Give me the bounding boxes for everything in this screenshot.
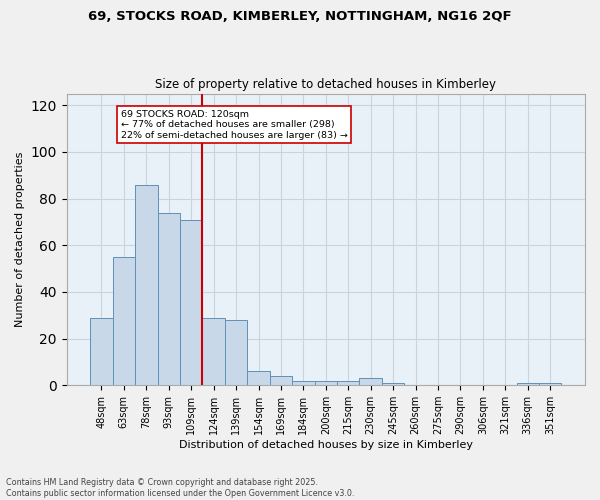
Title: Size of property relative to detached houses in Kimberley: Size of property relative to detached ho… (155, 78, 496, 91)
Bar (337, 380, 359, 385)
Bar (247, 371, 270, 385)
Bar (382, 383, 404, 385)
Bar (158, 212, 180, 385)
Text: 69 STOCKS ROAD: 120sqm
← 77% of detached houses are smaller (298)
22% of semi-de: 69 STOCKS ROAD: 120sqm ← 77% of detached… (121, 110, 347, 140)
Bar (292, 380, 314, 385)
Text: 69, STOCKS ROAD, KIMBERLEY, NOTTINGHAM, NG16 2QF: 69, STOCKS ROAD, KIMBERLEY, NOTTINGHAM, … (88, 10, 512, 23)
Bar (517, 383, 539, 385)
Bar (270, 376, 292, 385)
Bar (202, 318, 225, 385)
Bar (359, 378, 382, 385)
Y-axis label: Number of detached properties: Number of detached properties (15, 152, 25, 327)
Bar (90, 318, 113, 385)
Bar (539, 383, 562, 385)
Bar (314, 380, 337, 385)
Bar (113, 257, 135, 385)
Bar (135, 184, 158, 385)
Text: Contains HM Land Registry data © Crown copyright and database right 2025.
Contai: Contains HM Land Registry data © Crown c… (6, 478, 355, 498)
X-axis label: Distribution of detached houses by size in Kimberley: Distribution of detached houses by size … (179, 440, 473, 450)
Bar (180, 220, 202, 385)
Bar (225, 320, 247, 385)
